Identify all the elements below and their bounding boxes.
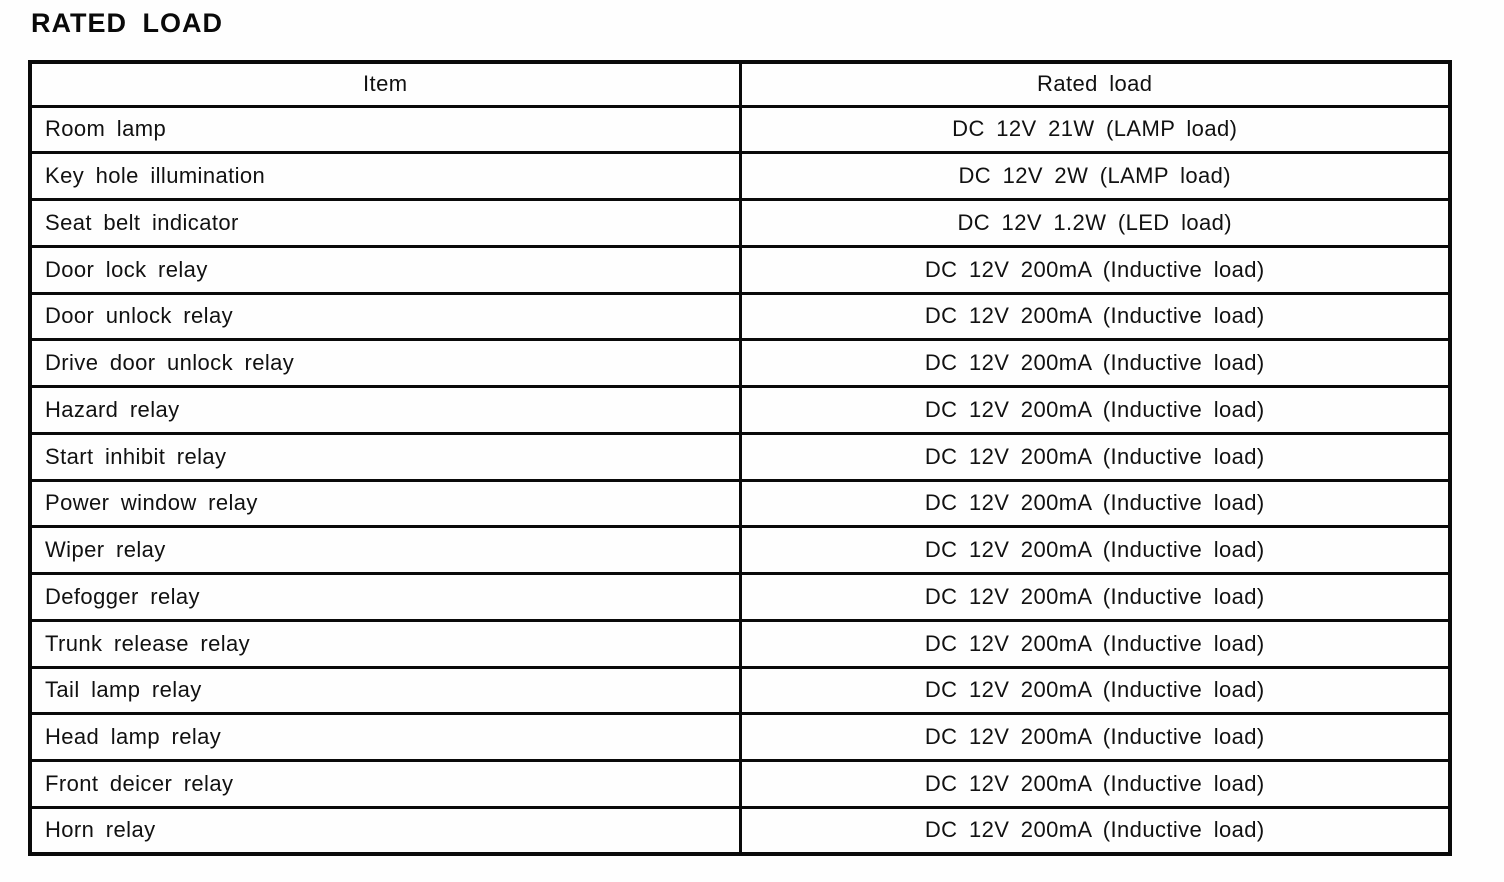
rated-load-cell: DC 12V 200mA (Inductive load) bbox=[738, 291, 1452, 342]
item-cell: Drive door unlock relay bbox=[28, 338, 742, 388]
table-row: Front deicer relay DC 12V 200mA (Inducti… bbox=[28, 759, 1452, 809]
table-row: Door lock relay DC 12V 200mA (Inductive … bbox=[28, 244, 1452, 295]
page-title: RATED LOAD bbox=[31, 8, 223, 38]
column-header-item: Item bbox=[28, 60, 742, 108]
item-cell: Tail lamp relay bbox=[28, 665, 742, 716]
item-cell: Start inhibit relay bbox=[28, 431, 742, 482]
rated-load-cell: DC 12V 200mA (Inductive load) bbox=[738, 665, 1452, 716]
table-row: Seat belt indicator DC 12V 1.2W (LED loa… bbox=[28, 198, 1452, 248]
table-row: Head lamp relay DC 12V 200mA (Inductive … bbox=[28, 712, 1452, 762]
item-cell: Door unlock relay bbox=[28, 291, 742, 342]
item-cell: Seat belt indicator bbox=[28, 198, 742, 248]
column-header-rated-load: Rated load bbox=[738, 60, 1452, 108]
table-row: Horn relay DC 12V 200mA (Inductive load) bbox=[28, 805, 1452, 856]
item-cell: Head lamp relay bbox=[28, 712, 742, 762]
item-cell: Hazard relay bbox=[28, 385, 742, 435]
table-row: Trunk release relay DC 12V 200mA (Induct… bbox=[28, 618, 1452, 669]
table-row: Hazard relay DC 12V 200mA (Inductive loa… bbox=[28, 385, 1452, 435]
rated-load-cell: DC 12V 200mA (Inductive load) bbox=[738, 712, 1452, 762]
table-row: Tail lamp relay DC 12V 200mA (Inductive … bbox=[28, 665, 1452, 716]
table-row: Defogger relay DC 12V 200mA (Inductive l… bbox=[28, 572, 1452, 622]
table-row: Room lamp DC 12V 21W (LAMP load) bbox=[28, 104, 1452, 155]
item-cell: Room lamp bbox=[28, 104, 742, 155]
item-cell: Wiper relay bbox=[28, 525, 742, 575]
item-cell: Trunk release relay bbox=[28, 618, 742, 669]
item-cell: Key hole illumination bbox=[28, 151, 742, 201]
table-row: Door unlock relay DC 12V 200mA (Inductiv… bbox=[28, 291, 1452, 342]
table-row: Wiper relay DC 12V 200mA (Inductive load… bbox=[28, 525, 1452, 575]
table-row: Start inhibit relay DC 12V 200mA (Induct… bbox=[28, 431, 1452, 482]
rated-load-cell: DC 12V 200mA (Inductive load) bbox=[738, 572, 1452, 622]
table-row: Power window relay DC 12V 200mA (Inducti… bbox=[28, 478, 1452, 529]
item-cell: Door lock relay bbox=[28, 244, 742, 295]
rated-load-cell: DC 12V 21W (LAMP load) bbox=[738, 104, 1452, 155]
rated-load-cell: DC 12V 200mA (Inductive load) bbox=[738, 805, 1452, 856]
item-cell: Horn relay bbox=[28, 805, 742, 856]
rated-load-cell: DC 12V 200mA (Inductive load) bbox=[738, 478, 1452, 529]
table-header-row: Item Rated load bbox=[28, 60, 1452, 108]
rated-load-cell: DC 12V 200mA (Inductive load) bbox=[738, 618, 1452, 669]
rated-load-cell: DC 12V 200mA (Inductive load) bbox=[738, 525, 1452, 575]
rated-load-cell: DC 12V 200mA (Inductive load) bbox=[738, 759, 1452, 809]
table-row: Key hole illumination DC 12V 2W (LAMP lo… bbox=[28, 151, 1452, 201]
rated-load-cell: DC 12V 200mA (Inductive load) bbox=[738, 431, 1452, 482]
rated-load-table: Item Rated load Room lamp DC 12V 21W (LA… bbox=[28, 60, 1452, 856]
table-body: Room lamp DC 12V 21W (LAMP load) Key hol… bbox=[28, 104, 1452, 856]
rated-load-cell: DC 12V 200mA (Inductive load) bbox=[738, 385, 1452, 435]
rated-load-cell: DC 12V 200mA (Inductive load) bbox=[738, 338, 1452, 388]
rated-load-cell: DC 12V 1.2W (LED load) bbox=[738, 198, 1452, 248]
item-cell: Front deicer relay bbox=[28, 759, 742, 809]
item-cell: Defogger relay bbox=[28, 572, 742, 622]
rated-load-cell: DC 12V 200mA (Inductive load) bbox=[738, 244, 1452, 295]
rated-load-cell: DC 12V 2W (LAMP load) bbox=[738, 151, 1452, 201]
item-cell: Power window relay bbox=[28, 478, 742, 529]
table-row: Drive door unlock relay DC 12V 200mA (In… bbox=[28, 338, 1452, 388]
